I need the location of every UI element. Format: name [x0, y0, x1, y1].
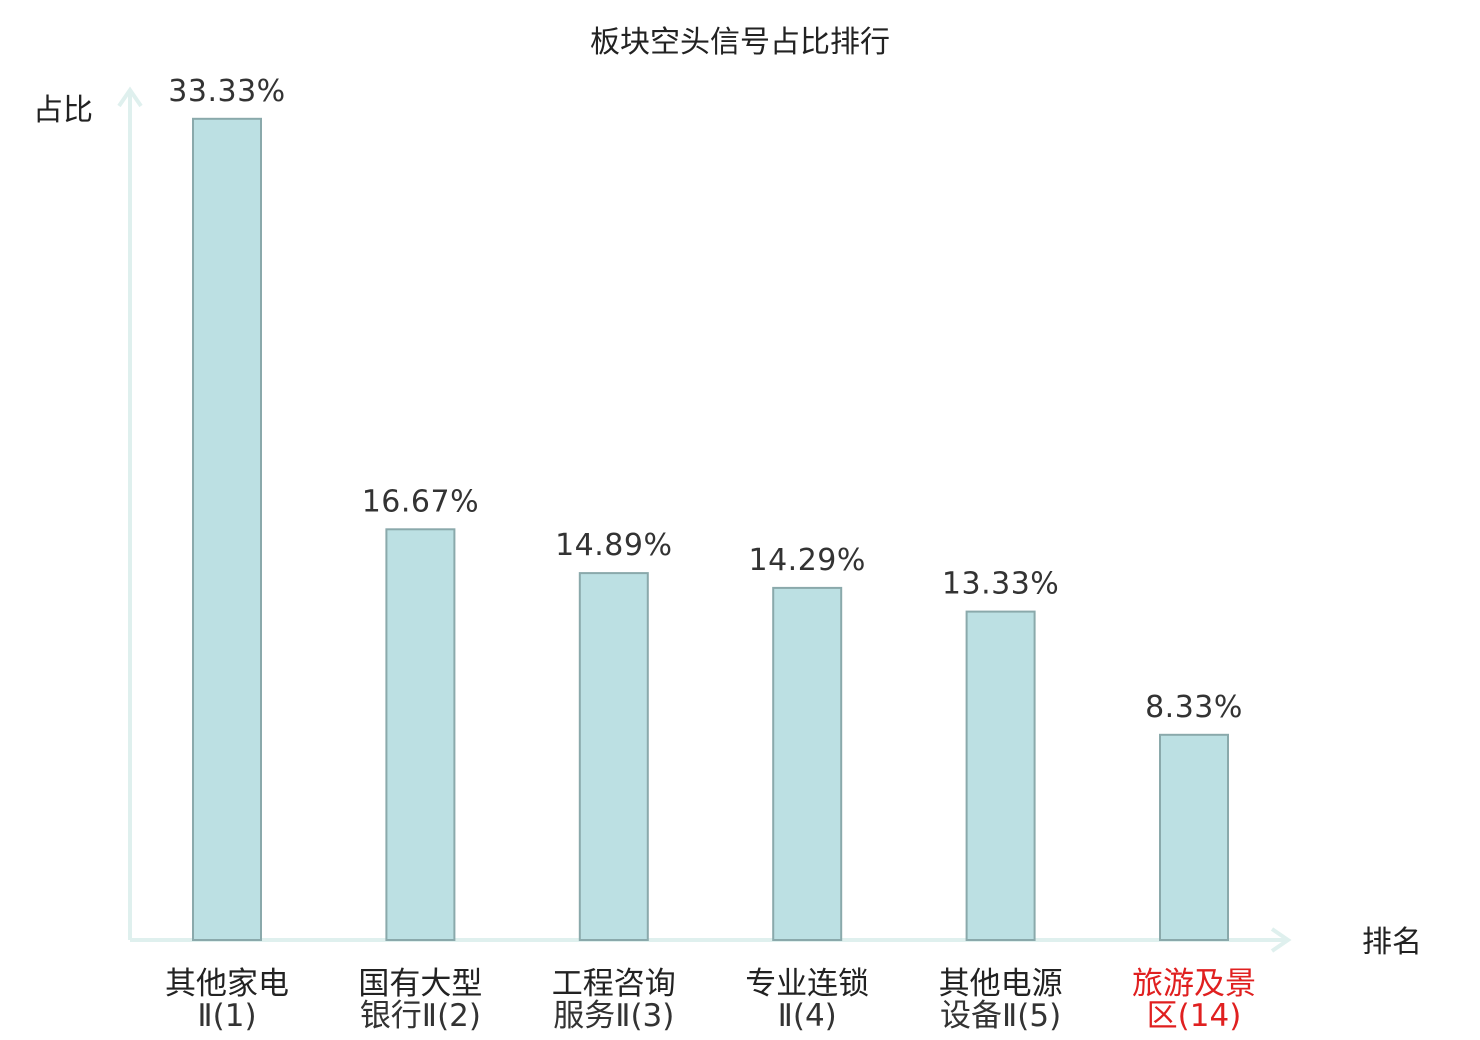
bar: [965, 610, 1036, 941]
bars-group: [192, 117, 1229, 942]
bar: [1159, 733, 1229, 941]
y-axis-label: 占比: [33, 93, 93, 128]
bar-value-label: 33.33%: [168, 74, 285, 109]
bar: [385, 528, 456, 941]
category-label-line2: 银行Ⅱ(2): [360, 998, 481, 1034]
category-label-line1: 工程咨询: [552, 966, 676, 1002]
x-axis-label: 排名: [1362, 925, 1422, 960]
category-label-line2: 服务Ⅱ(3): [553, 998, 674, 1034]
category-label-line2: 设备Ⅱ(5): [940, 998, 1061, 1034]
category-label-line2: Ⅱ(1): [197, 998, 256, 1034]
bar-value-label: 14.29%: [749, 543, 866, 578]
y-axis-arrow: [117, 86, 143, 108]
category-label-line2: 区(14): [1147, 998, 1242, 1034]
category-label-line1: 专业连锁: [745, 966, 869, 1002]
bar: [578, 572, 649, 941]
bar-value-label: 13.33%: [942, 567, 1059, 602]
bar: [192, 117, 262, 942]
x-axis: [130, 927, 1292, 953]
bar: [772, 586, 843, 942]
category-label-line1: 其他电源: [939, 966, 1063, 1002]
bar-value-label: 16.67%: [362, 484, 479, 519]
chart-title: 板块空头信号占比排行: [590, 25, 890, 60]
y-axis: [117, 86, 143, 940]
category-label-line1: 其他家电: [165, 966, 289, 1002]
value-labels-group: 33.33% 16.67% 14.89% 14.29% 13.33% 8.33%: [168, 74, 1243, 725]
category-label-line1: 国有大型: [358, 966, 482, 1002]
bar-value-label: 8.33%: [1145, 690, 1243, 725]
category-label-line2: Ⅱ(4): [778, 998, 837, 1034]
bar-value-label: 14.89%: [555, 528, 672, 563]
x-axis-arrow: [1270, 927, 1292, 953]
category-label-line1: 旅游及景: [1132, 966, 1256, 1002]
